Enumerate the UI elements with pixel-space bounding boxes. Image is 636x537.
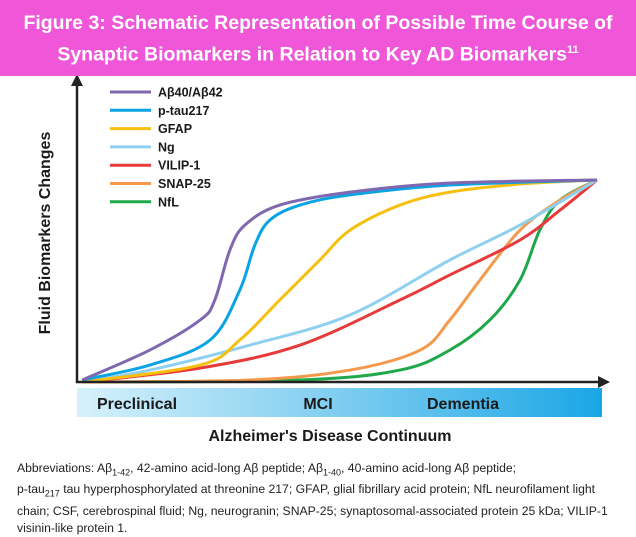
legend-label: Ng [158,140,175,154]
series-line-gfap [81,178,598,384]
series-line-p-tau217 [81,178,598,382]
legend-label: VILIP-1 [158,159,200,173]
x-axis-label: Alzheimer's Disease Continuum [209,428,452,445]
legend-label: p-tau217 [158,104,209,118]
series-line-vilip-1 [82,178,598,384]
figure-title: Figure 3: Schematic Representation of Po… [0,0,636,76]
legend-label: Aβ40/Aβ42 [158,86,223,100]
chart: Preclinical MCI Dementia Alzheimer's Dis… [37,76,610,445]
legend: Aβ40/Aβ42 p-tau217 GFAP Ng VILIP-1 SNAP-25 NfL [110,86,223,209]
legend-label: SNAP-25 [158,177,211,191]
stage-label: Dementia [427,396,499,413]
y-axis-arrow [71,76,83,86]
legend-label: NfL [158,195,179,209]
stage-label: Preclinical [97,396,177,413]
title-reference: 11 [567,44,579,56]
series-line-a-40-a-42 [81,178,598,382]
title-line-1: Figure 3: Schematic Representation of Po… [23,12,613,34]
abbreviations-note: Abbreviations: Aβ1-42, 42-amino acid-lon… [17,461,608,535]
series-line-nfl [82,178,598,384]
series-line-ng [81,178,598,384]
legend-label: GFAP [158,122,192,136]
y-axis-label: Fluid Biomarkers Changes [37,132,54,335]
title-line-2: Synaptic Biomarkers in Relation to Key A… [57,43,568,66]
x-axis-arrow [598,376,610,388]
stage-label: MCI [303,396,332,413]
disease-stage-bar [77,388,602,417]
